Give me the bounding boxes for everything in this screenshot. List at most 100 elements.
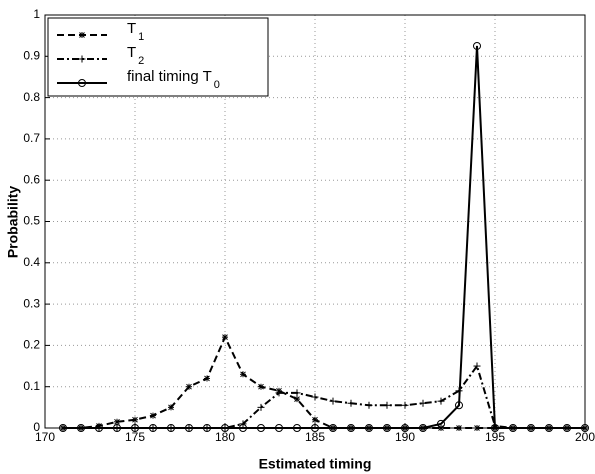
marker bbox=[240, 371, 246, 378]
marker bbox=[149, 424, 157, 432]
marker bbox=[78, 55, 86, 63]
marker-stroke bbox=[168, 404, 174, 411]
marker-circle bbox=[131, 424, 139, 432]
marker-circle bbox=[437, 419, 445, 428]
marker bbox=[132, 416, 138, 423]
marker bbox=[79, 32, 85, 38]
marker-stroke bbox=[204, 375, 210, 382]
marker bbox=[275, 424, 283, 432]
marker bbox=[167, 424, 175, 432]
marker-stroke bbox=[240, 371, 246, 378]
marker bbox=[365, 401, 373, 409]
marker bbox=[59, 424, 67, 432]
marker bbox=[401, 424, 409, 432]
marker bbox=[312, 416, 318, 423]
marker bbox=[293, 424, 301, 432]
marker bbox=[581, 424, 589, 432]
marker-circle bbox=[203, 424, 211, 432]
marker bbox=[437, 397, 445, 405]
marker bbox=[293, 389, 301, 397]
marker bbox=[168, 404, 174, 411]
marker-circle bbox=[401, 424, 409, 432]
marker bbox=[545, 424, 553, 432]
marker-stroke bbox=[222, 334, 228, 340]
marker-circle bbox=[383, 424, 391, 432]
marker-stroke bbox=[132, 416, 138, 423]
x-tick-label: 180 bbox=[215, 430, 235, 444]
marker bbox=[78, 79, 86, 87]
y-tick-label: 0.8 bbox=[23, 90, 40, 104]
marker-circle bbox=[275, 424, 283, 432]
x-tick-label: 175 bbox=[125, 430, 145, 444]
marker bbox=[401, 401, 409, 409]
y-tick-label: 0.6 bbox=[23, 172, 40, 186]
marker-circle bbox=[185, 424, 193, 432]
marker-circle bbox=[257, 424, 265, 432]
marker bbox=[437, 419, 445, 428]
marker-circle bbox=[311, 424, 319, 432]
y-tick-label: 0.4 bbox=[23, 255, 40, 269]
y-tick-label: 0.9 bbox=[23, 48, 40, 62]
marker bbox=[221, 424, 229, 432]
marker-stroke bbox=[312, 416, 318, 423]
y-tick-label: 0.1 bbox=[23, 379, 40, 393]
x-tick-label: 190 bbox=[395, 430, 415, 444]
marker-stroke bbox=[474, 425, 480, 431]
marker bbox=[383, 401, 391, 409]
marker-circle bbox=[365, 424, 373, 432]
marker bbox=[329, 424, 337, 432]
marker bbox=[419, 399, 427, 407]
marker-stroke bbox=[79, 32, 85, 38]
marker bbox=[131, 424, 139, 432]
marker-circle bbox=[347, 424, 355, 432]
marker bbox=[203, 424, 211, 432]
marker-stroke bbox=[186, 383, 192, 390]
marker-circle bbox=[167, 424, 175, 432]
marker-circle bbox=[59, 424, 67, 432]
marker-circle bbox=[113, 424, 121, 432]
x-tick-label: 200 bbox=[575, 430, 595, 444]
marker bbox=[275, 389, 283, 397]
marker-circle bbox=[509, 424, 517, 432]
marker-circle bbox=[77, 424, 85, 432]
marker bbox=[527, 424, 535, 432]
marker-circle bbox=[563, 424, 571, 432]
y-tick-label: 0 bbox=[33, 420, 40, 434]
marker-stroke bbox=[456, 425, 462, 431]
x-tick-label: 170 bbox=[35, 430, 55, 444]
marker bbox=[347, 399, 355, 407]
marker-stroke bbox=[258, 383, 264, 390]
y-axis-label: Probability bbox=[5, 186, 21, 259]
marker bbox=[311, 424, 319, 432]
marker bbox=[77, 424, 85, 432]
y-tick-label: 0.5 bbox=[23, 214, 40, 228]
marker bbox=[311, 393, 319, 401]
marker-stroke bbox=[294, 396, 300, 402]
marker-stroke bbox=[114, 418, 120, 425]
marker bbox=[347, 424, 355, 432]
marker bbox=[473, 41, 481, 50]
marker-circle bbox=[221, 424, 229, 432]
marker-circle bbox=[78, 79, 86, 87]
marker bbox=[383, 424, 391, 432]
marker bbox=[95, 424, 103, 432]
marker-circle bbox=[491, 424, 499, 432]
marker bbox=[257, 403, 265, 411]
y-tick-label: 1 bbox=[33, 7, 40, 21]
marker bbox=[257, 424, 265, 432]
marker bbox=[329, 397, 337, 405]
marker bbox=[563, 424, 571, 432]
marker-circle bbox=[293, 424, 301, 432]
marker bbox=[186, 383, 192, 390]
y-tick-label: 0.3 bbox=[23, 296, 40, 310]
marker bbox=[114, 418, 120, 425]
marker bbox=[113, 424, 121, 432]
marker bbox=[185, 424, 193, 432]
marker bbox=[491, 424, 499, 432]
marker bbox=[294, 396, 300, 403]
marker bbox=[258, 383, 264, 390]
marker-circle bbox=[545, 424, 553, 432]
marker bbox=[474, 425, 480, 431]
